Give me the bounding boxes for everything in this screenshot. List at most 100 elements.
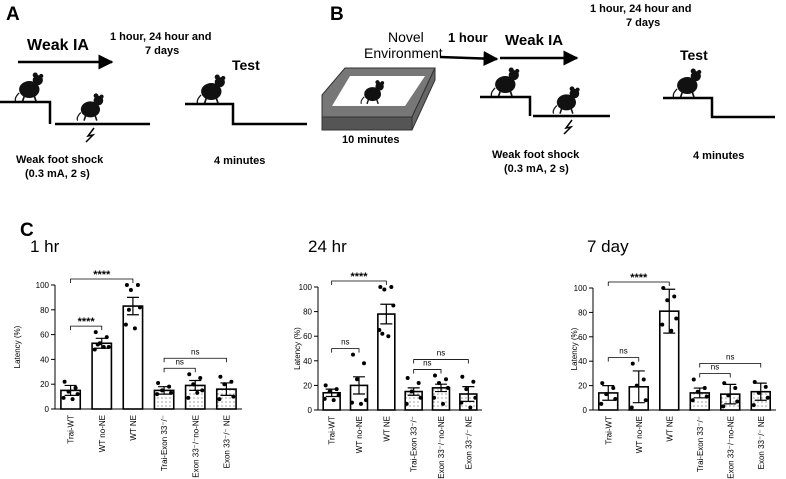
shock-text: Weak foot shock bbox=[16, 154, 104, 166]
data-point bbox=[641, 377, 646, 382]
significance-label: ns bbox=[437, 349, 445, 358]
x-tick-label: WT no-NE bbox=[635, 416, 644, 453]
y-tick-label: 0 bbox=[583, 406, 588, 415]
data-point bbox=[132, 326, 137, 331]
data-point bbox=[93, 330, 98, 335]
data-point bbox=[389, 285, 394, 289]
data-point bbox=[322, 396, 327, 401]
y-tick-label: 60 bbox=[40, 331, 49, 340]
data-point bbox=[643, 398, 648, 403]
shock-text: (0.3 mA, 2 s) bbox=[25, 168, 90, 180]
y-axis-label: Latency (%) bbox=[13, 325, 22, 368]
test-label: Test bbox=[232, 57, 260, 73]
data-point bbox=[334, 387, 339, 392]
data-point bbox=[752, 379, 757, 384]
error-bar bbox=[435, 383, 447, 393]
data-point bbox=[137, 305, 142, 310]
significance-label: ns bbox=[341, 338, 349, 347]
platform bbox=[663, 96, 775, 119]
interval-text: 1 hour, 24 hour and bbox=[110, 31, 211, 43]
significance-bracket bbox=[607, 281, 670, 286]
data-point bbox=[459, 400, 464, 405]
panel-label: B bbox=[330, 4, 344, 25]
chart-title: 7 day bbox=[587, 237, 629, 256]
data-point bbox=[418, 395, 423, 400]
data-point bbox=[124, 283, 129, 287]
error-bar bbox=[602, 385, 615, 401]
y-axis-label: Latency (%) bbox=[570, 327, 579, 370]
data-point bbox=[460, 374, 465, 379]
data-point bbox=[123, 322, 128, 327]
mouse bbox=[196, 74, 227, 104]
data-point bbox=[630, 361, 635, 366]
significance-bracket bbox=[331, 280, 387, 285]
y-tick-label: 100 bbox=[299, 283, 313, 292]
interval-text: 7 days bbox=[626, 17, 660, 29]
data-point bbox=[599, 401, 604, 406]
data-point bbox=[364, 398, 368, 403]
error-bar bbox=[64, 384, 77, 396]
significance-bracket bbox=[70, 325, 103, 331]
data-point bbox=[611, 386, 616, 391]
duration-text: 10 minutes bbox=[342, 134, 399, 146]
data-point bbox=[126, 307, 131, 312]
delay-text: 1 hour bbox=[448, 30, 488, 45]
data-point bbox=[128, 287, 133, 292]
chart-title: 24 hr bbox=[308, 237, 347, 256]
data-point bbox=[66, 389, 71, 394]
data-point bbox=[350, 400, 354, 405]
data-point bbox=[92, 347, 97, 352]
data-point bbox=[75, 392, 80, 397]
data-point bbox=[73, 385, 78, 390]
significance-label: **** bbox=[78, 316, 96, 328]
data-point bbox=[195, 390, 200, 395]
data-point bbox=[362, 361, 366, 366]
platform bbox=[0, 100, 150, 126]
arena bbox=[411, 67, 436, 131]
significance-label: ns bbox=[726, 353, 734, 362]
bar bbox=[91, 342, 113, 410]
data-point bbox=[217, 397, 222, 402]
error-bar bbox=[189, 379, 202, 391]
x-tick-label: WT no-NE bbox=[355, 416, 364, 453]
data-point bbox=[471, 379, 476, 384]
mouse bbox=[672, 68, 703, 98]
data-point bbox=[721, 404, 726, 409]
data-point bbox=[405, 376, 410, 381]
error-bar bbox=[353, 376, 365, 395]
data-point bbox=[756, 390, 761, 395]
error-bar bbox=[663, 288, 676, 334]
data-point bbox=[665, 298, 670, 303]
x-tick-label: Exon 33⁻/⁻no-NE bbox=[437, 416, 446, 479]
significance-bracket bbox=[699, 373, 731, 378]
data-point bbox=[135, 283, 140, 287]
arrow bbox=[439, 51, 499, 67]
data-point bbox=[218, 374, 223, 379]
significance-bracket bbox=[413, 359, 469, 364]
error-bar bbox=[407, 387, 420, 396]
x-tick-label: Trai-Exon 33⁻/⁻ bbox=[160, 415, 169, 471]
data-point bbox=[446, 385, 450, 390]
bar-chart: 7 day Latency (%) 0 20 40 60 80 100 Trai-WT WT no… bbox=[570, 237, 776, 479]
interval-text: 7 days bbox=[145, 45, 179, 57]
x-tick-label: Trai-WT bbox=[604, 416, 613, 445]
data-point bbox=[169, 390, 174, 395]
significance-bracket bbox=[331, 348, 360, 353]
bar-chart: 1 hr Latency (%) 0 20 40 60 80 100 Trai-WT WT no-… bbox=[13, 237, 242, 478]
data-point bbox=[378, 285, 383, 289]
data-point bbox=[61, 395, 66, 400]
x-tick-label: Trai-WT bbox=[328, 416, 337, 445]
y-tick-label: 60 bbox=[578, 333, 587, 342]
data-point bbox=[331, 398, 336, 403]
data-point bbox=[156, 380, 161, 385]
bar-chart: 24 hr Latency (%) 0 20 40 60 80 100 Trai-WT WT no… bbox=[293, 237, 482, 479]
y-tick-label: 0 bbox=[45, 405, 50, 414]
data-point bbox=[735, 399, 740, 404]
y-tick-label: 100 bbox=[574, 284, 588, 293]
shock-text: (0.3 mA, 2 s) bbox=[504, 163, 569, 175]
significance-bracket bbox=[413, 369, 442, 374]
data-point bbox=[468, 405, 473, 410]
significance-bracket bbox=[163, 357, 227, 363]
y-tick-label: 20 bbox=[40, 380, 49, 389]
data-point bbox=[231, 394, 236, 399]
